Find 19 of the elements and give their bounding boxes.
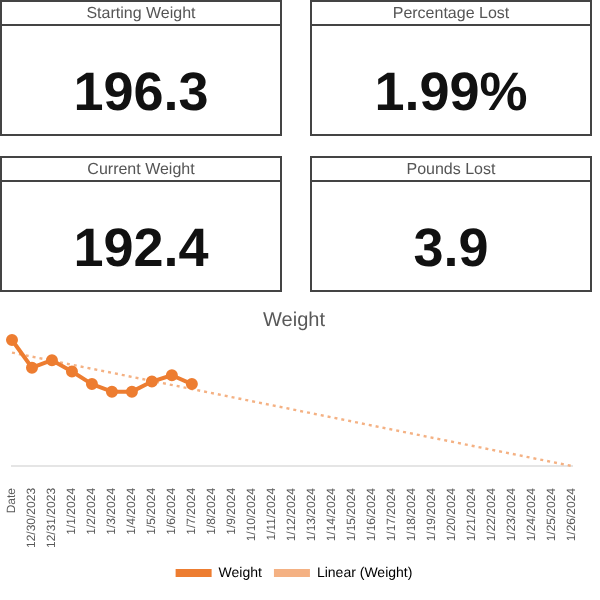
point xyxy=(45,354,58,367)
point xyxy=(85,378,98,391)
text: 1.99% xyxy=(372,62,530,124)
point xyxy=(125,385,138,398)
text: Percentage Lost xyxy=(312,2,590,26)
point xyxy=(25,361,38,374)
text: 3.9 xyxy=(411,218,491,280)
text: Current Weight xyxy=(2,158,280,182)
point xyxy=(145,375,158,388)
point xyxy=(185,378,198,391)
text: 196.3 xyxy=(71,62,211,124)
point xyxy=(6,334,18,346)
point xyxy=(165,369,178,382)
text: Pounds Lost xyxy=(312,158,590,182)
point xyxy=(65,365,78,378)
point xyxy=(105,385,118,398)
chart-title: Weight xyxy=(263,309,326,332)
text: 192.4 xyxy=(71,218,211,280)
text: Starting Weight xyxy=(2,2,280,26)
